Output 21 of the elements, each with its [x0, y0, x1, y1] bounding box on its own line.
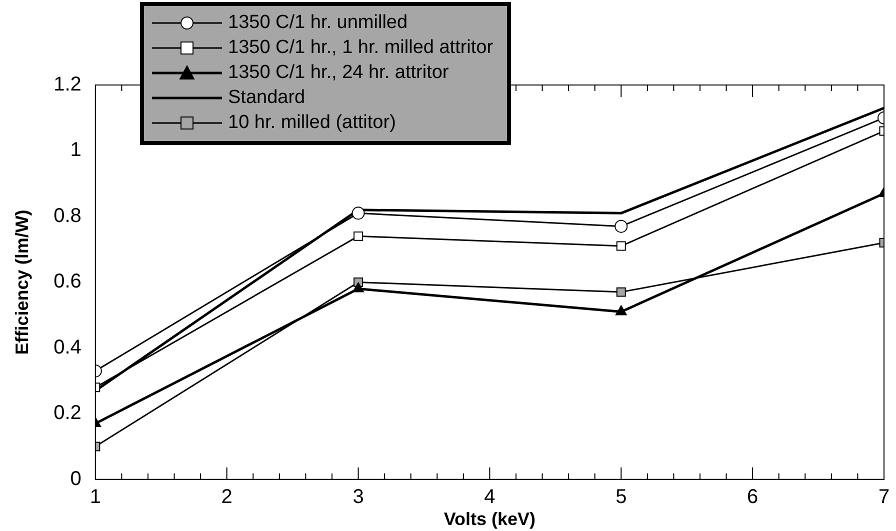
x-tick-label: 2: [221, 486, 232, 508]
y-tick-label: 0.2: [54, 402, 82, 424]
y-tick-label: 0.6: [54, 270, 82, 293]
legend-label: 1350 C/1 hr. unmilled: [228, 11, 408, 35]
legend-label: 1350 C/1 hr., 24 hr. attritor: [228, 61, 449, 85]
legend-label: 1350 C/1 hr., 1 hr. milled attritor: [228, 36, 494, 60]
y-tick-label: 0.8: [54, 204, 82, 227]
x-tick-label: 5: [616, 486, 627, 508]
x-tick-label: 4: [484, 486, 496, 508]
legend-label: Standard: [228, 86, 306, 110]
x-tick-label: 6: [747, 486, 758, 508]
x-tick-label: 1: [90, 486, 101, 508]
y-axis-title: Efficiency (lm/W): [12, 210, 32, 355]
y-tick-label: 1: [70, 139, 82, 162]
x-tick-label: 7: [878, 486, 890, 508]
y-tick-label: 0: [70, 468, 82, 490]
x-axis-title: Volts (keV): [444, 509, 536, 530]
y-tick-label: 1.2: [54, 74, 82, 96]
legend-label: 10 hr. milled (attitor): [228, 111, 396, 135]
x-tick-label: 3: [352, 486, 364, 508]
y-tick-label: 0.4: [54, 336, 82, 358]
